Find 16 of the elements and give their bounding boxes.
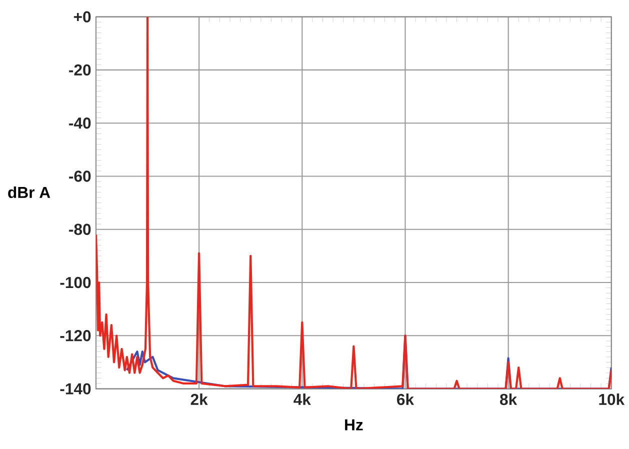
y-tick-label: -60 (69, 170, 91, 182)
x-tick-label: 10k (599, 393, 625, 406)
x-tick-label: 6k (397, 393, 414, 406)
y-tick-label: -100 (60, 276, 91, 288)
x-tick-label: 2k (190, 393, 208, 405)
y-tick-label: -80 (69, 224, 91, 235)
x-axis-title: Hz (345, 419, 363, 430)
y-tick-label: -40 (69, 117, 91, 129)
y-tick-label: -140 (60, 383, 91, 394)
x-tick-label: 4k (294, 393, 311, 405)
x-tick-label: 8k (500, 393, 518, 406)
y-axis-title: dBr A (8, 186, 50, 198)
y-tick-label: -20 (69, 64, 91, 76)
y-tick-label: +0 (74, 11, 91, 22)
y-tick-label: -120 (60, 330, 91, 342)
line-series (96, 16, 612, 389)
